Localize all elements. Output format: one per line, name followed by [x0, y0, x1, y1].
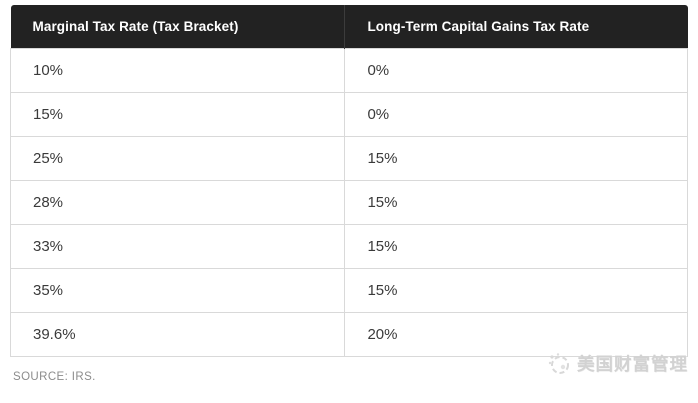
cell-marginal-rate: 15%: [9, 91, 346, 137]
watermark: 美国财富管理: [546, 351, 688, 377]
watermark-text: 美国财富管理: [577, 355, 688, 375]
table-row: 35% 15%: [9, 267, 688, 313]
table-row: 28% 15%: [9, 179, 688, 225]
table-row: 10% 0%: [9, 47, 688, 93]
dandelion-globe-icon: [546, 351, 572, 377]
column-header-capital-gains-rate: Long-Term Capital Gains Tax Rate: [344, 5, 688, 48]
cell-capital-gains-rate: 15%: [344, 267, 688, 313]
tax-table-container: Marginal Tax Rate (Tax Bracket) Long-Ter…: [9, 5, 688, 357]
cell-marginal-rate: 25%: [9, 135, 346, 181]
cell-capital-gains-rate: 15%: [344, 179, 688, 225]
cell-marginal-rate: 10%: [9, 47, 346, 93]
header-row: Marginal Tax Rate (Tax Bracket) Long-Ter…: [10, 5, 688, 48]
table-row: 15% 0%: [9, 91, 688, 137]
cell-capital-gains-rate: 15%: [344, 223, 688, 269]
table-body: 10% 0% 15% 0% 25% 15% 28% 15% 33% 15% 35…: [9, 47, 688, 357]
table-row: 33% 15%: [9, 223, 688, 269]
cell-capital-gains-rate: 20%: [344, 311, 688, 357]
table-row: 39.6% 20%: [9, 311, 688, 357]
cell-capital-gains-rate: 0%: [344, 47, 688, 93]
cell-capital-gains-rate: 0%: [344, 91, 688, 137]
table-row: 25% 15%: [9, 135, 688, 181]
table-header: Marginal Tax Rate (Tax Bracket) Long-Ter…: [10, 5, 688, 48]
source-attribution: SOURCE: IRS.: [13, 370, 96, 383]
tax-rate-table: Marginal Tax Rate (Tax Bracket) Long-Ter…: [9, 5, 688, 357]
cell-marginal-rate: 35%: [9, 267, 346, 313]
cell-marginal-rate: 28%: [9, 179, 346, 225]
footer: SOURCE: IRS. 美国财富管理: [10, 352, 688, 397]
cell-capital-gains-rate: 15%: [344, 135, 688, 181]
cell-marginal-rate: 39.6%: [9, 311, 346, 357]
cell-marginal-rate: 33%: [9, 223, 346, 269]
column-header-marginal-rate: Marginal Tax Rate (Tax Bracket): [10, 5, 346, 48]
